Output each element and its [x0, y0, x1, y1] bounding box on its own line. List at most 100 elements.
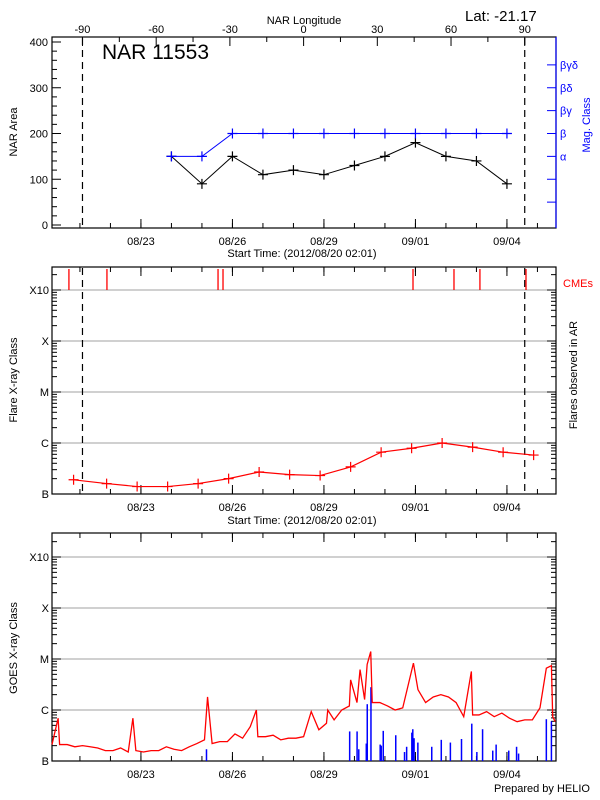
flare-point: [132, 481, 143, 492]
mag-class-point: [257, 128, 268, 139]
area-line: [171, 142, 508, 185]
y-class-label: M: [40, 387, 49, 399]
mag-class-tick-label: β: [560, 129, 566, 141]
mag-class-point: [318, 128, 329, 139]
panel1-ylabel: NAR Area: [8, 107, 20, 157]
flare-point: [254, 467, 265, 477]
y-tick-label: 0: [42, 220, 48, 232]
area-point: [501, 178, 512, 189]
x-tick-label: 08/23: [127, 502, 155, 514]
mag-class-tick-label: βγδ: [560, 60, 578, 72]
mag-class-point: [166, 151, 177, 162]
flare-point: [376, 447, 387, 458]
mag-class-tick-label: α: [560, 151, 567, 163]
flare-point: [498, 447, 509, 458]
flare-point: [223, 473, 234, 484]
mag-class-point: [471, 128, 482, 139]
x-tick-label: 08/29: [310, 769, 338, 781]
longitude-tick-label: 0: [301, 24, 307, 36]
panel3-frame: [51, 532, 557, 762]
y-class-label: C: [41, 438, 49, 450]
panel3-ylabel: GOES X-ray Class: [8, 602, 20, 694]
area-point: [349, 160, 360, 171]
flare-point: [68, 474, 79, 485]
mag-class-point: [227, 128, 238, 139]
longitude-tick-label: 30: [371, 24, 383, 36]
mag-class-point: [349, 128, 360, 139]
y-class-label: B: [42, 489, 49, 501]
footer-credit: Prepared by HELIO: [494, 783, 590, 795]
y-tick-label: 300: [30, 83, 48, 95]
x-tick-label: 09/01: [402, 502, 430, 514]
x-tick-label: 08/23: [127, 769, 155, 781]
panel2-ylabel: Flare X-ray Class: [8, 337, 20, 422]
longitude-tick-label: -60: [148, 24, 164, 36]
x-tick-label: 09/04: [493, 236, 521, 248]
panel2-xlabel: Start Time: (2012/08/20 02:01): [227, 515, 376, 527]
flare-point: [467, 442, 478, 453]
y-class-label: M: [40, 654, 49, 666]
mag-class-point: [379, 128, 390, 139]
area-point: [227, 151, 238, 162]
area-point: [196, 178, 207, 189]
x-tick-label: 09/01: [402, 769, 430, 781]
longitude-tick-label: 60: [445, 24, 457, 36]
x-tick-label: 08/23: [127, 236, 155, 248]
area-point: [410, 137, 421, 148]
y-tick-label: 200: [30, 129, 48, 141]
panel1-xlabel: Start Time: (2012/08/20 02:01): [227, 248, 376, 260]
panel1-title: NAR 11553: [102, 41, 209, 64]
flare-point: [315, 470, 326, 481]
y-class-label: B: [42, 756, 49, 768]
y-class-label: X: [42, 336, 50, 348]
area-point: [318, 169, 329, 180]
area-point: [288, 165, 299, 176]
y-tick-label: 400: [30, 37, 48, 49]
goes-flux-line: [51, 651, 556, 754]
cme-label: CMEs: [563, 278, 593, 290]
x-tick-label: 09/01: [402, 236, 430, 248]
mag-class-tick-label: βδ: [560, 83, 572, 95]
flare-point: [528, 450, 539, 461]
x-tick-label: 08/26: [219, 502, 247, 514]
mag-class-point: [501, 128, 512, 139]
flare-point: [162, 481, 173, 492]
mag-class-point: [440, 128, 451, 139]
latitude-label: Lat: -21.17: [465, 8, 537, 25]
mag-class-tick-label: βγ: [560, 106, 572, 118]
mag-class-point: [410, 128, 421, 139]
x-tick-label: 08/26: [219, 769, 247, 781]
x-tick-label: 08/29: [310, 236, 338, 248]
area-point: [440, 151, 451, 162]
y-class-label: C: [41, 705, 49, 717]
mag-class-line: [171, 133, 507, 157]
y-tick-label: 100: [30, 174, 48, 186]
panel1-y2label: Mag. Class: [581, 97, 593, 153]
area-point: [379, 151, 390, 162]
flare-point: [101, 478, 112, 489]
flare-point: [345, 461, 356, 472]
flare-point: [284, 469, 295, 480]
x-tick-label: 09/04: [493, 769, 521, 781]
flare-line: [73, 442, 534, 488]
flare-point: [193, 478, 204, 489]
y-class-label: X10: [29, 285, 49, 297]
x-tick-label: 08/29: [310, 502, 338, 514]
area-point: [471, 155, 482, 166]
flare-point: [437, 438, 448, 448]
x-tick-label: 08/26: [219, 236, 247, 248]
x-tick-label: 09/04: [493, 502, 521, 514]
longitude-tick-label: -90: [75, 24, 91, 36]
panel2-y2label: Flares observed in AR: [568, 321, 580, 429]
y-class-label: X10: [29, 552, 49, 564]
mag-class-point: [196, 151, 207, 162]
panel2-frame: [51, 266, 557, 495]
area-point: [257, 169, 268, 180]
mag-class-point: [288, 128, 299, 139]
y-class-label: X: [42, 603, 50, 615]
top-axis-title: NAR Longitude: [267, 15, 342, 27]
longitude-tick-label: 90: [519, 24, 531, 36]
longitude-tick-label: -30: [222, 24, 238, 36]
